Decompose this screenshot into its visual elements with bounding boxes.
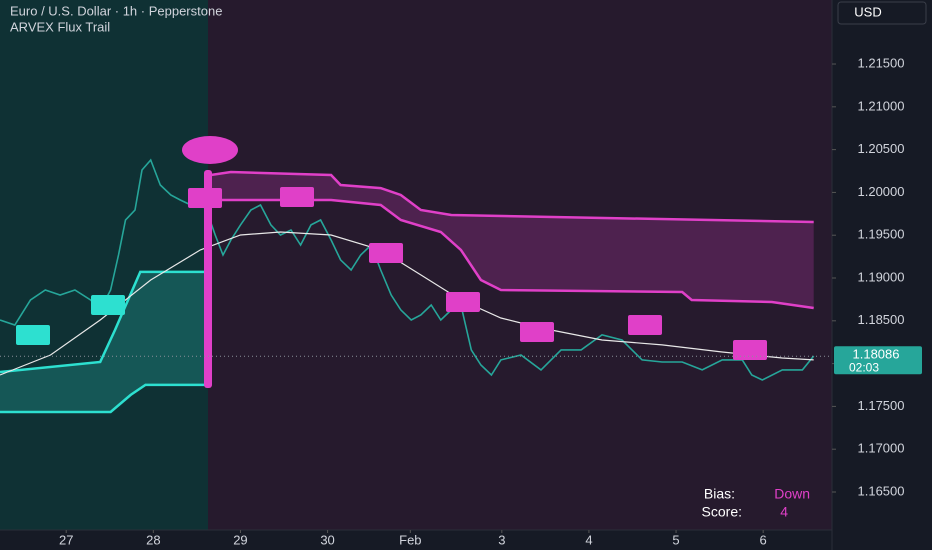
chart-title: Euro / U.S. Dollar · 1h · Pepperstone	[10, 3, 222, 18]
signal-marker	[369, 243, 403, 263]
series-line	[0, 158, 815, 381]
bear-zone	[208, 0, 832, 530]
x-tick-label: 28	[146, 532, 160, 547]
score: 4	[780, 504, 788, 520]
x-tick-label: 5	[672, 532, 679, 547]
band-lower	[0, 383, 206, 414]
x-tick-label: 4	[585, 532, 592, 547]
band-lower	[210, 198, 814, 310]
y-tick-label: 1.20500	[858, 141, 905, 156]
signal-marker	[520, 322, 554, 342]
y-tick-label: 1.17000	[858, 441, 905, 456]
x-tick-label: 3	[498, 532, 505, 547]
bull-zone	[0, 0, 208, 530]
last-price: 1.18086	[853, 347, 900, 362]
x-tick-label: Feb	[399, 532, 421, 547]
x-tick-label: 6	[760, 532, 767, 547]
x-tick-label: 29	[233, 532, 247, 547]
y-tick-label: 1.17500	[858, 398, 905, 413]
y-tick-label: 1.19500	[858, 227, 905, 242]
y-tick-label: 1.20000	[858, 184, 905, 199]
y-tick-label: 1.21500	[858, 55, 905, 70]
y-tick-label: 1.21000	[858, 98, 905, 113]
signal-marker	[280, 187, 314, 207]
flip-bar	[204, 170, 212, 388]
currency: USD	[854, 4, 881, 19]
signal-marker	[628, 315, 662, 335]
bias-label: Bias:	[704, 486, 735, 502]
flip-marker	[182, 136, 238, 164]
x-tick-label: 30	[320, 532, 334, 547]
signal-marker	[91, 295, 125, 315]
countdown: 02:03	[849, 360, 879, 374]
band-fill	[210, 172, 814, 308]
signal-marker	[188, 188, 222, 208]
signal-marker	[733, 340, 767, 360]
last-price-box	[834, 346, 922, 375]
currency-box[interactable]	[837, 1, 927, 25]
plot	[0, 136, 815, 414]
chart-subtitle: ARVEX Flux Trail	[10, 19, 110, 34]
y-tick-label: 1.19000	[858, 269, 905, 284]
x-tick-label: 27	[59, 532, 73, 547]
y-tick-label: 1.18500	[858, 312, 905, 327]
band-upper	[210, 170, 814, 224]
band-upper	[0, 270, 206, 374]
signal-marker	[16, 325, 50, 345]
bias: Down	[774, 486, 810, 502]
band-fill	[0, 271, 206, 412]
signal-marker	[446, 292, 480, 312]
score-label: Score:	[702, 504, 742, 520]
y-tick-label: 1.16500	[858, 483, 905, 498]
